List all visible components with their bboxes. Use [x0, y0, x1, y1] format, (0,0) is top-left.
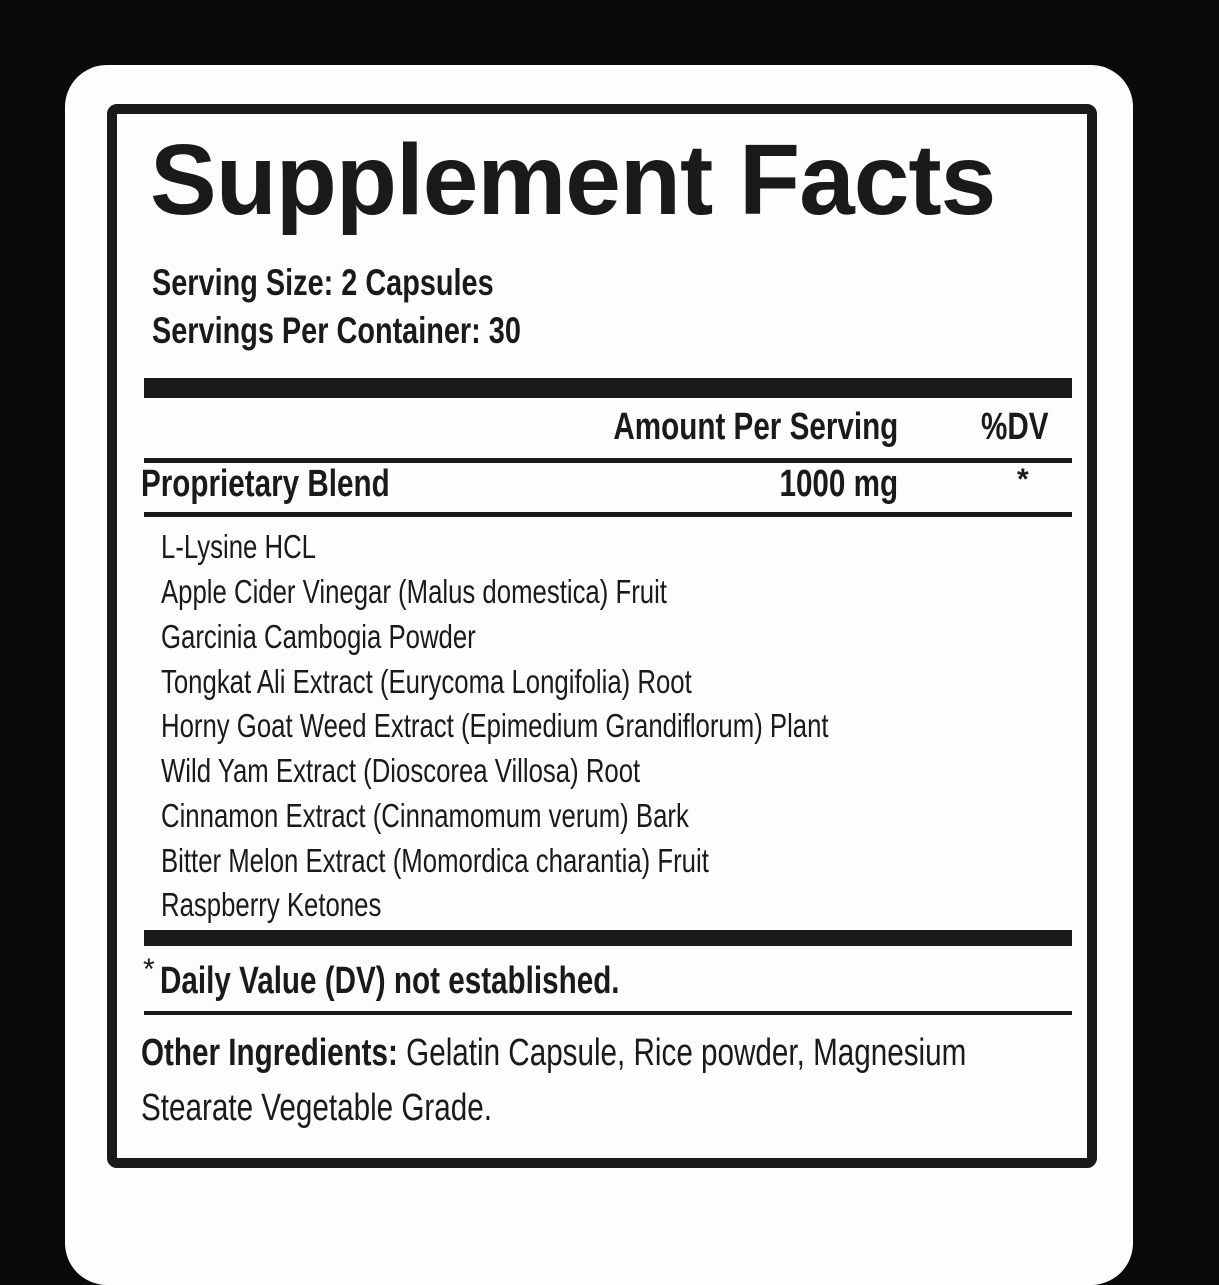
ingredient-item: Garcinia Cambogia Powder [161, 618, 476, 655]
blend-name: Proprietary Blend [141, 463, 390, 505]
ingredient-item: Horny Goat Weed Extract (Epimedium Grand… [161, 707, 829, 744]
other-ingredients-line1: Other Ingredients: Gelatin Capsule, Rice… [141, 1034, 966, 1072]
other-ingredients-text: Gelatin Capsule, Rice powder, Magnesium [406, 1032, 967, 1074]
thick-divider [144, 378, 1072, 398]
blend-dv: * [1017, 463, 1029, 496]
footnote-text: Daily Value (DV) not established. [160, 960, 620, 1002]
dv-header: %DV [981, 406, 1049, 448]
ingredient-item: Tongkat Ali Extract (Eurycoma Longifolia… [161, 663, 692, 700]
blend-amount: 1000 mg [779, 463, 898, 505]
ingredient-item: Wild Yam Extract (Dioscorea Villosa) Roo… [161, 752, 641, 789]
ingredient-item: Cinnamon Extract (Cinnamomum verum) Bark [161, 797, 689, 834]
ingredient-item: Bitter Melon Extract (Momordica charanti… [161, 842, 709, 879]
label-border [107, 104, 1097, 1168]
divider [144, 1011, 1072, 1015]
ingredient-item: L-Lysine HCL [161, 528, 316, 565]
amount-header: Amount Per Serving [613, 406, 898, 448]
other-ingredients-line2: Stearate Vegetable Grade. [141, 1087, 492, 1129]
ingredient-item: Raspberry Ketones [161, 886, 382, 923]
other-ingredients-label: Other Ingredients: [141, 1032, 398, 1074]
divider [144, 458, 1072, 463]
footnote-star: * [143, 953, 155, 986]
thick-divider [144, 930, 1072, 946]
serving-size: Serving Size: 2 Capsules [152, 262, 494, 303]
divider [144, 512, 1072, 517]
label-card [65, 65, 1133, 1285]
label-title: Supplement Facts [150, 124, 996, 236]
ingredient-item: Apple Cider Vinegar (Malus domestica) Fr… [161, 573, 667, 610]
servings-per-container: Servings Per Container: 30 [152, 310, 521, 351]
